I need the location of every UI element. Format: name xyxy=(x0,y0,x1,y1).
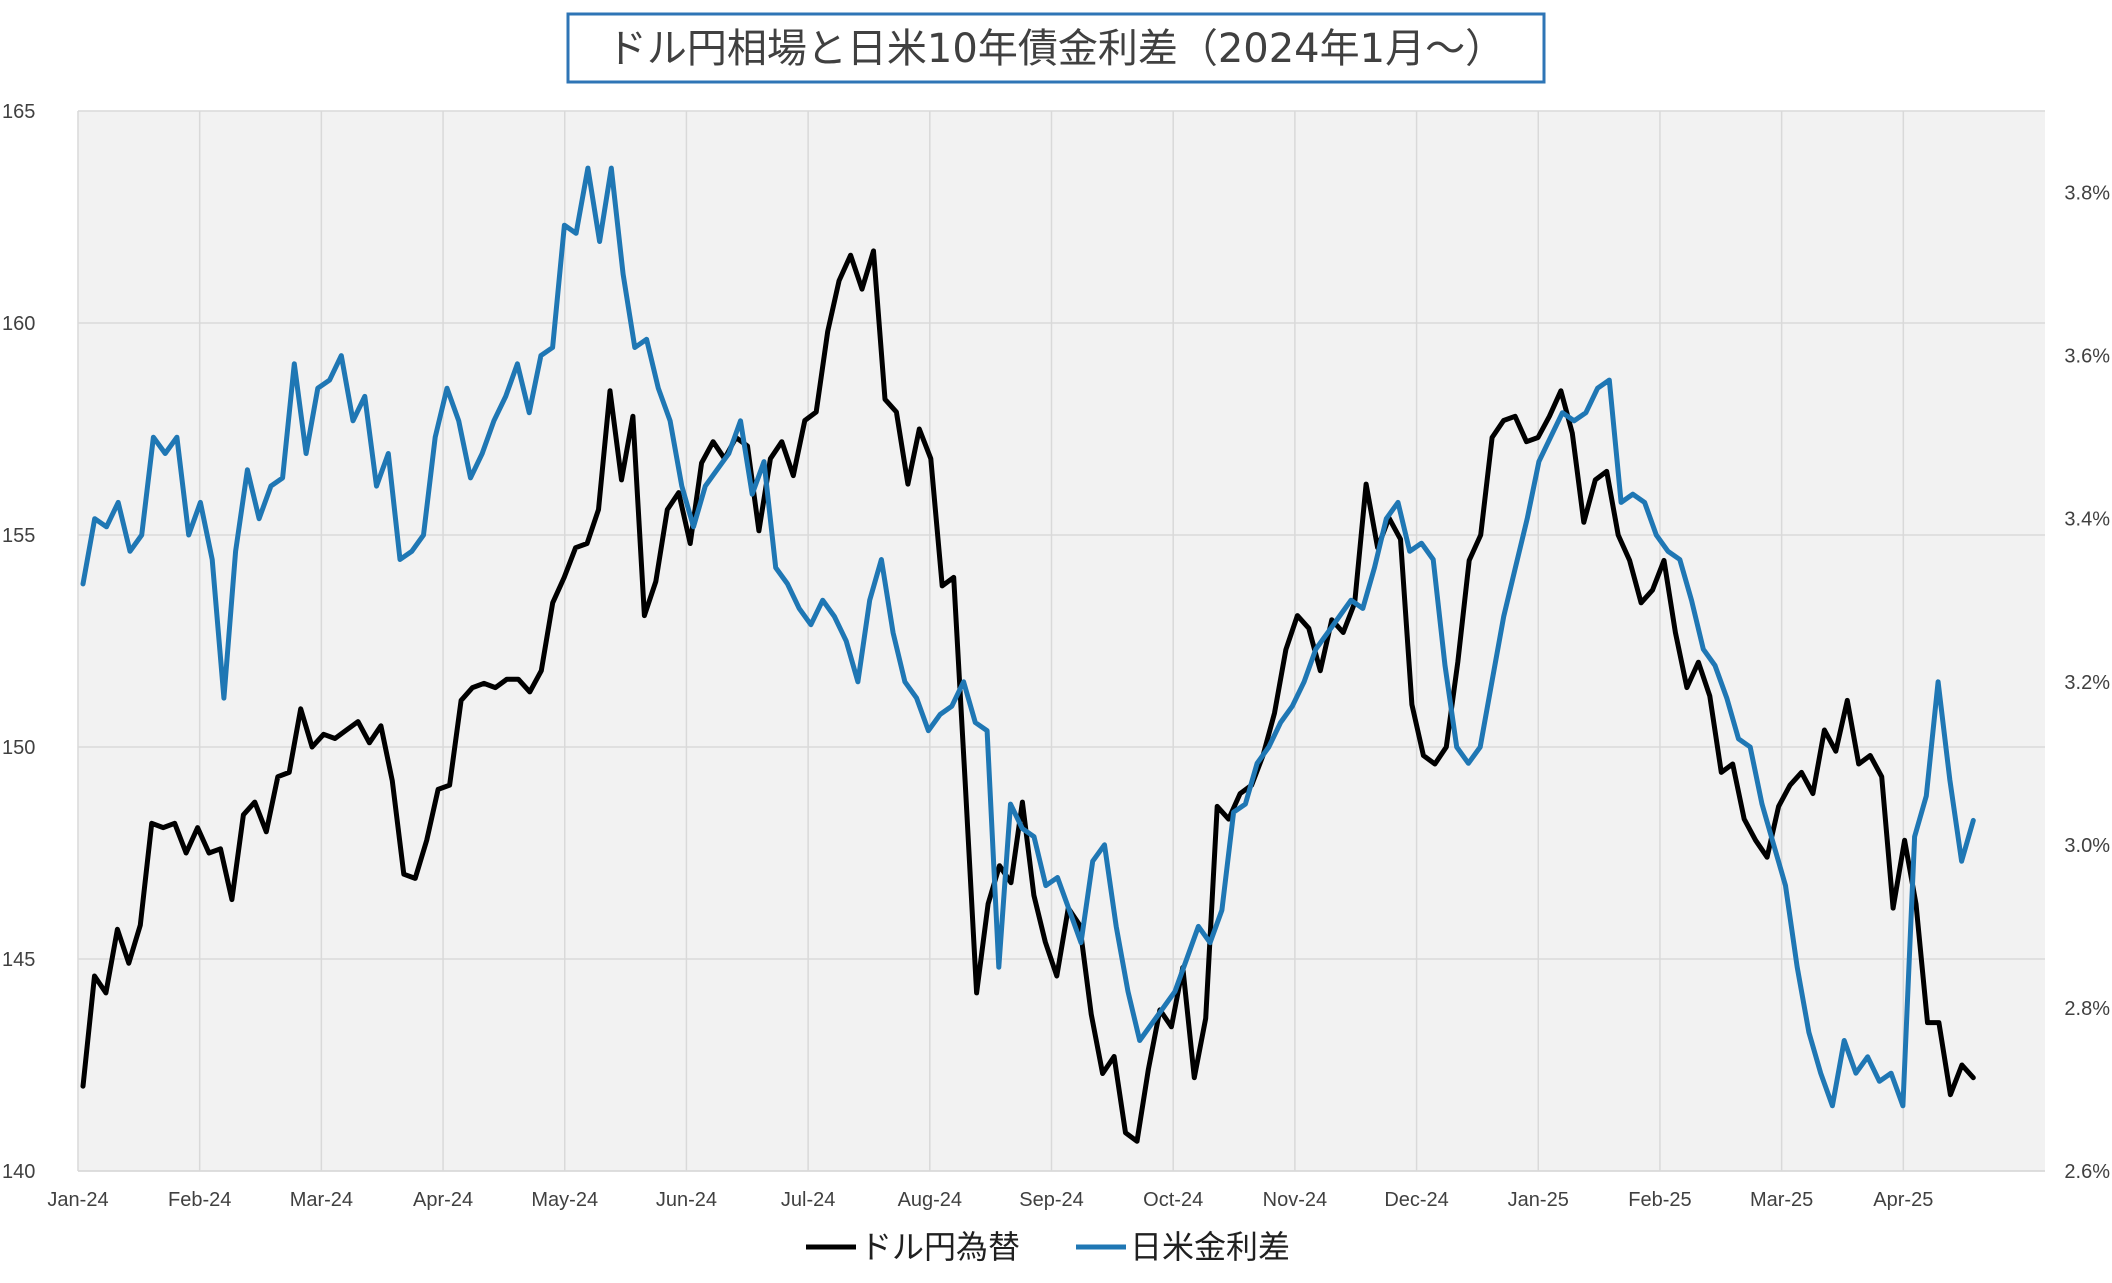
series-layer xyxy=(80,165,1976,1144)
x-tick-label: Mar-25 xyxy=(1750,1189,1813,1211)
y-axis-right: 2.6% 2.8% 3.0% 3.2% 3.4% 3.6% 3.8% xyxy=(2064,183,2110,1183)
x-tick-label: May-24 xyxy=(531,1189,598,1211)
x-tick-label: Feb-25 xyxy=(1628,1189,1691,1211)
series-line-spread xyxy=(80,165,1976,1109)
x-tick-label: Jan-25 xyxy=(1508,1189,1569,1211)
title-text: ドル円相場と日米10年債金利差（2024年1月～） xyxy=(607,26,1505,72)
x-tick-label: Apr-25 xyxy=(1873,1189,1933,1211)
chart-title: ドル円相場と日米10年債金利差（2024年1月～） xyxy=(566,12,1546,84)
legend-label-usdjpy: ドル円為替 xyxy=(860,1228,1020,1266)
x-tick-label: Jun-24 xyxy=(656,1189,717,1211)
series-line-usdjpy xyxy=(80,248,1976,1144)
y-left-tick-label: 140 xyxy=(2,1161,35,1183)
x-tick-label: Oct-24 xyxy=(1143,1189,1203,1211)
y-axis-left: 140 145 150 155 160 165 xyxy=(2,101,35,1183)
y-right-tick-label: 2.6% xyxy=(2064,1161,2110,1183)
gridlines xyxy=(77,110,2045,1172)
x-tick-label: Feb-24 xyxy=(168,1189,231,1211)
x-tick-label: Mar-24 xyxy=(290,1189,353,1211)
legend-label-spread: 日米金利差 xyxy=(1130,1228,1290,1266)
x-tick-label: Sep-24 xyxy=(1019,1189,1084,1211)
plot-area xyxy=(78,111,2045,1171)
y-left-tick-label: 165 xyxy=(2,101,35,123)
legend: ドル円為替 日米金利差 xyxy=(806,1228,1290,1266)
x-axis: Jan-24 Feb-24 Mar-24 Apr-24 May-24 Jun-24 Jul-… xyxy=(47,1189,1933,1211)
y-right-tick-label: 3.8% xyxy=(2064,183,2110,205)
x-tick-label: Jul-24 xyxy=(781,1189,835,1211)
x-tick-label: Aug-24 xyxy=(898,1189,963,1211)
y-left-tick-label: 155 xyxy=(2,525,35,547)
title-box xyxy=(566,12,1546,84)
x-tick-label: Dec-24 xyxy=(1384,1189,1448,1211)
y-left-tick-label: 160 xyxy=(2,313,35,335)
y-right-tick-label: 3.2% xyxy=(2064,672,2110,694)
y-right-tick-label: 2.8% xyxy=(2064,998,2110,1020)
x-tick-label: Jan-24 xyxy=(47,1189,108,1211)
x-tick-label: Apr-24 xyxy=(413,1189,473,1211)
y-left-tick-label: 145 xyxy=(2,949,35,971)
y-right-tick-label: 3.6% xyxy=(2064,346,2110,368)
y-right-tick-label: 3.0% xyxy=(2064,835,2110,857)
y-right-tick-label: 3.4% xyxy=(2064,509,2110,531)
y-left-tick-label: 150 xyxy=(2,737,35,759)
x-tick-label: Nov-24 xyxy=(1263,1189,1327,1211)
